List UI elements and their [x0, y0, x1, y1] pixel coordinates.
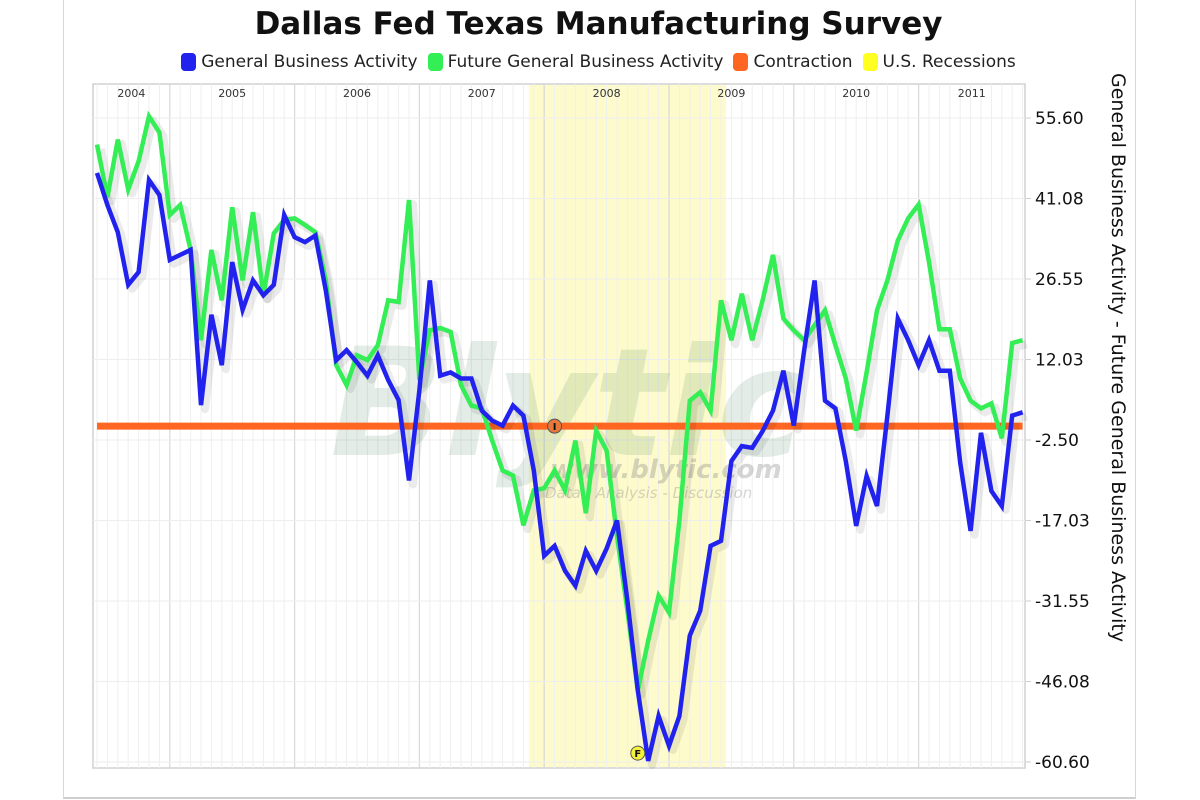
y-tick-label: 41.08: [1035, 189, 1084, 209]
x-tick-label: 2006: [343, 87, 371, 100]
y-tick-label: 26.55: [1035, 270, 1084, 290]
y-tick-label: -17.03: [1035, 512, 1090, 532]
series-line-general-business-activity[interactable]: [94, 172, 1024, 762]
y-tick-label: -60.60: [1035, 753, 1090, 773]
legend-label-recessions: U.S. Recessions: [882, 52, 1016, 72]
y-tick-label: -31.55: [1035, 592, 1090, 612]
y-tick-label: 55.60: [1035, 109, 1084, 129]
legend-swatch-future: [427, 53, 443, 71]
legend-item-general[interactable]: General Business Activity: [181, 52, 418, 72]
chart-legend: General Business Activity Future General…: [63, 52, 1134, 72]
legend-label-contraction: Contraction: [753, 52, 853, 72]
x-tick-label: 2007: [468, 87, 496, 100]
legend-swatch-general: [181, 53, 197, 71]
annotation-marker[interactable]: [547, 418, 563, 434]
y-tick-label: -46.08: [1035, 673, 1090, 693]
legend-item-recessions[interactable]: U.S. Recessions: [862, 52, 1016, 72]
x-tick-label: 2008: [593, 87, 621, 100]
legend-item-future[interactable]: Future General Business Activity: [427, 52, 724, 72]
annotation-label: I: [553, 422, 557, 433]
x-tick-label: 2010: [842, 87, 870, 100]
x-tick-label: 2005: [218, 87, 246, 100]
y-tick-label: 12.03: [1035, 350, 1084, 370]
chart-title: Dallas Fed Texas Manufacturing Survey: [254, 6, 943, 42]
annotation-marker[interactable]: [630, 745, 646, 761]
legend-item-contraction[interactable]: Contraction: [733, 52, 853, 72]
y-tick-label: -2.50: [1035, 431, 1079, 451]
legend-label-general: General Business Activity: [201, 52, 418, 72]
legend-swatch-contraction: [733, 53, 749, 71]
watermark-tagline: Data - Analysis - Discussion: [545, 484, 752, 502]
x-tick-label: 2011: [958, 87, 986, 100]
legend-swatch-recessions: [862, 53, 878, 71]
annotation-label: F: [634, 749, 641, 760]
series-line-future-general-business-activity[interactable]: [94, 110, 1024, 691]
x-tick-label: 2004: [117, 87, 145, 100]
x-tick-label: 2009: [717, 87, 745, 100]
y-axis-label: General Business Activity - Future Gener…: [1107, 73, 1129, 642]
legend-label-future: Future General Business Activity: [447, 52, 724, 72]
